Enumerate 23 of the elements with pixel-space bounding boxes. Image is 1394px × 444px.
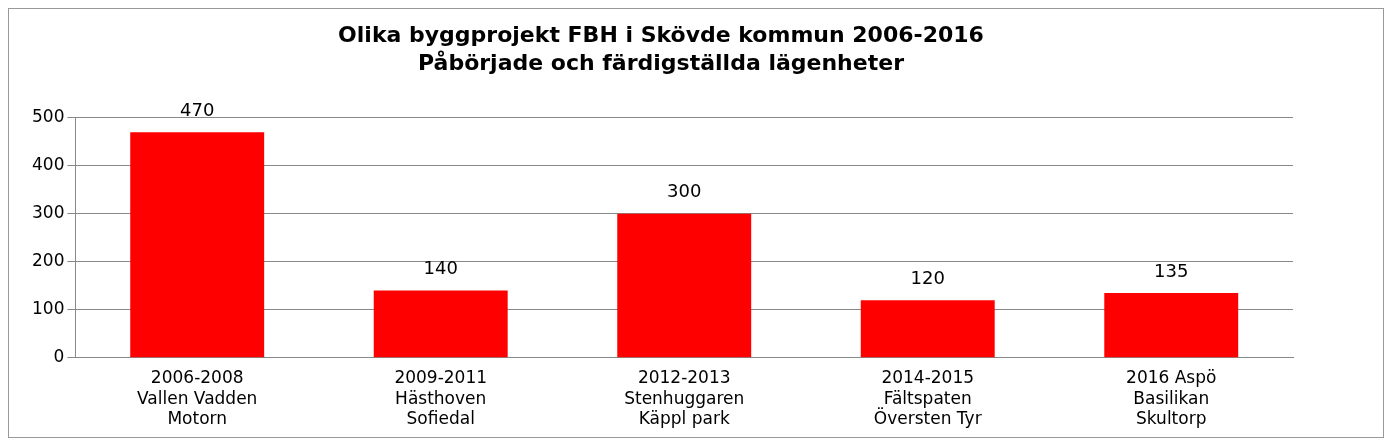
chart-subtitle: Påbörjade och färdigställda lägenheter	[418, 50, 905, 76]
data-label: 135	[1154, 259, 1189, 281]
x-tick-label: 2014-2015 Fältspaten Översten Tyr	[873, 367, 982, 429]
x-tick-label: 2016 Aspö Basilikan Skultorp	[1126, 367, 1217, 429]
data-label: 470	[180, 98, 215, 120]
bar	[373, 290, 508, 358]
y-tick-label: 500	[31, 106, 65, 127]
bar	[130, 132, 265, 358]
y-tick-label: 100	[31, 298, 65, 319]
bar	[617, 213, 752, 358]
data-label: 120	[910, 266, 945, 288]
y-tick-label: 300	[31, 202, 65, 223]
chart-title: Olika byggprojekt FBH i Skövde kommun 2006-2016	[338, 21, 984, 47]
bar	[1104, 293, 1239, 358]
y-tick-label: 0	[53, 346, 65, 367]
bar	[860, 300, 995, 358]
x-tick-label: 2009-2011 Hästhoven Sofiedal	[394, 367, 488, 429]
data-label: 300	[667, 180, 702, 202]
x-tick-label: 2012-2013 Stenhuggaren Käppl park	[624, 367, 745, 429]
y-tick-label: 200	[31, 250, 65, 271]
x-tick-label: 2006-2008 Vallen Vadden Motorn	[137, 367, 258, 429]
y-tick-label: 400	[31, 154, 65, 175]
data-label: 140	[423, 257, 458, 279]
